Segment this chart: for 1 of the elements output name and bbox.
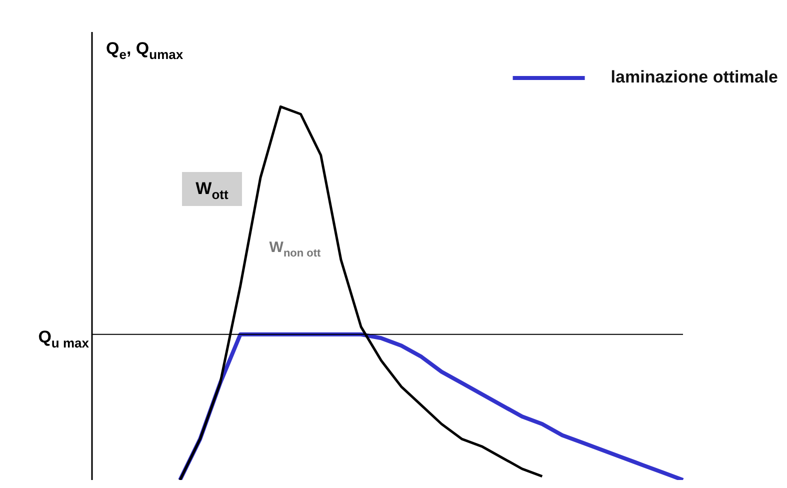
legend-label: laminazione ottimale (610, 68, 778, 87)
